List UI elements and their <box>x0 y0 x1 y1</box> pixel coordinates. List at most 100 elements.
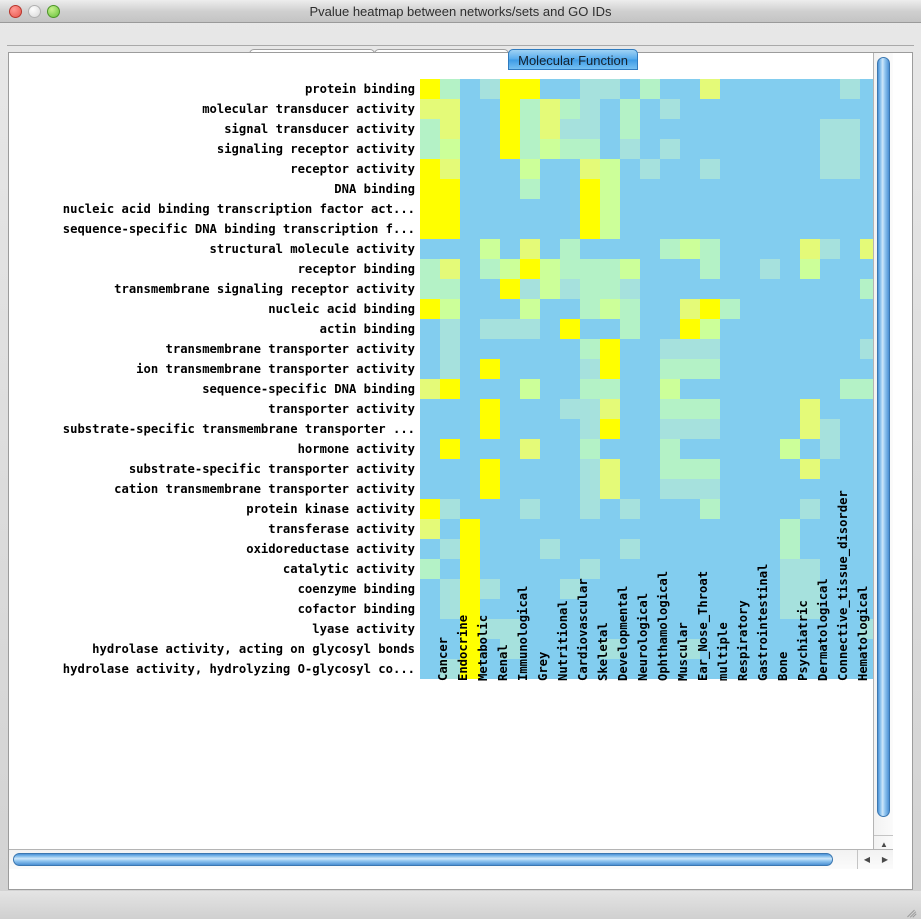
heatmap-cell[interactable] <box>700 219 720 239</box>
heatmap-cell[interactable] <box>680 119 700 139</box>
heatmap-cell[interactable] <box>480 299 500 319</box>
heatmap-cell[interactable] <box>600 559 620 579</box>
horizontal-scrollbar[interactable]: ◀ ▶ <box>9 849 893 869</box>
heatmap-cell[interactable] <box>800 579 820 599</box>
heatmap-cell[interactable] <box>640 499 660 519</box>
heatmap-cell[interactable] <box>740 139 760 159</box>
horizontal-scrollbar-thumb[interactable] <box>13 853 833 866</box>
heatmap-cell[interactable] <box>680 399 700 419</box>
heatmap-cell[interactable] <box>420 99 440 119</box>
heatmap-cell[interactable] <box>600 99 620 119</box>
close-icon[interactable] <box>9 5 22 18</box>
heatmap-cell[interactable] <box>740 199 760 219</box>
heatmap-cell[interactable] <box>840 419 860 439</box>
heatmap-cell[interactable] <box>720 599 740 619</box>
zoom-icon[interactable] <box>47 5 60 18</box>
heatmap-cell[interactable] <box>560 379 580 399</box>
heatmap-cell[interactable] <box>460 119 480 139</box>
heatmap-cell[interactable] <box>520 559 540 579</box>
heatmap-cell[interactable] <box>720 659 740 679</box>
heatmap-cell[interactable] <box>780 299 800 319</box>
heatmap-cell[interactable] <box>420 559 440 579</box>
heatmap-cell[interactable] <box>720 99 740 119</box>
heatmap-cell[interactable] <box>700 559 720 579</box>
heatmap-cell[interactable] <box>680 479 700 499</box>
heatmap-cell[interactable] <box>700 199 720 219</box>
heatmap-cell[interactable] <box>740 359 760 379</box>
heatmap-cell[interactable] <box>460 139 480 159</box>
heatmap-grid[interactable] <box>420 79 880 679</box>
heatmap-cell[interactable] <box>760 419 780 439</box>
heatmap-cell[interactable] <box>600 79 620 99</box>
heatmap-cell[interactable] <box>660 279 680 299</box>
heatmap-cell[interactable] <box>660 639 680 659</box>
heatmap-cell[interactable] <box>520 459 540 479</box>
heatmap-cell[interactable] <box>560 219 580 239</box>
heatmap-cell[interactable] <box>680 259 700 279</box>
heatmap-cell[interactable] <box>800 219 820 239</box>
heatmap-cell[interactable] <box>820 539 840 559</box>
heatmap-cell[interactable] <box>700 579 720 599</box>
heatmap-cell[interactable] <box>600 379 620 399</box>
heatmap-cell[interactable] <box>660 139 680 159</box>
heatmap-cell[interactable] <box>500 359 520 379</box>
heatmap-cell[interactable] <box>520 399 540 419</box>
heatmap-cell[interactable] <box>800 259 820 279</box>
heatmap-cell[interactable] <box>520 99 540 119</box>
heatmap-cell[interactable] <box>440 599 460 619</box>
heatmap-cell[interactable] <box>420 259 440 279</box>
heatmap-cell[interactable] <box>440 559 460 579</box>
heatmap-cell[interactable] <box>840 259 860 279</box>
heatmap-cell[interactable] <box>840 219 860 239</box>
heatmap-cell[interactable] <box>580 539 600 559</box>
heatmap-cell[interactable] <box>640 159 660 179</box>
heatmap-cell[interactable] <box>660 239 680 259</box>
heatmap-cell[interactable] <box>680 419 700 439</box>
heatmap-cell[interactable] <box>840 479 860 499</box>
heatmap-cell[interactable] <box>820 279 840 299</box>
heatmap-cell[interactable] <box>760 259 780 279</box>
heatmap-cell[interactable] <box>620 519 640 539</box>
heatmap-cell[interactable] <box>500 199 520 219</box>
heatmap-cell[interactable] <box>420 459 440 479</box>
heatmap-cell[interactable] <box>800 539 820 559</box>
heatmap-cell[interactable] <box>500 79 520 99</box>
heatmap-cell[interactable] <box>660 119 680 139</box>
heatmap-cell[interactable] <box>460 619 480 639</box>
heatmap-cell[interactable] <box>540 139 560 159</box>
heatmap-cell[interactable] <box>680 99 700 119</box>
tab-molecular-function[interactable]: Molecular Function <box>508 49 638 70</box>
heatmap-cell[interactable] <box>640 419 660 439</box>
heatmap-cell[interactable] <box>520 379 540 399</box>
heatmap-cell[interactable] <box>420 579 440 599</box>
heatmap-cell[interactable] <box>480 159 500 179</box>
heatmap-cell[interactable] <box>420 299 440 319</box>
heatmap-cell[interactable] <box>840 159 860 179</box>
heatmap-cell[interactable] <box>720 239 740 259</box>
heatmap-cell[interactable] <box>700 139 720 159</box>
heatmap-cell[interactable] <box>480 539 500 559</box>
heatmap-cell[interactable] <box>600 519 620 539</box>
heatmap-cell[interactable] <box>700 659 720 679</box>
heatmap-cell[interactable] <box>440 299 460 319</box>
heatmap-cell[interactable] <box>460 239 480 259</box>
heatmap-cell[interactable] <box>420 539 440 559</box>
heatmap-cell[interactable] <box>620 339 640 359</box>
heatmap-cell[interactable] <box>440 319 460 339</box>
heatmap-cell[interactable] <box>500 219 520 239</box>
heatmap-cell[interactable] <box>440 79 460 99</box>
heatmap-cell[interactable] <box>460 259 480 279</box>
heatmap-cell[interactable] <box>580 319 600 339</box>
heatmap-cell[interactable] <box>520 179 540 199</box>
heatmap-cell[interactable] <box>720 539 740 559</box>
heatmap-cell[interactable] <box>480 379 500 399</box>
heatmap-cell[interactable] <box>460 79 480 99</box>
heatmap-cell[interactable] <box>760 299 780 319</box>
heatmap-cell[interactable] <box>680 539 700 559</box>
heatmap-cell[interactable] <box>580 159 600 179</box>
heatmap-cell[interactable] <box>440 579 460 599</box>
heatmap-cell[interactable] <box>780 579 800 599</box>
heatmap-cell[interactable] <box>600 599 620 619</box>
heatmap-cell[interactable] <box>680 219 700 239</box>
heatmap-cell[interactable] <box>480 399 500 419</box>
